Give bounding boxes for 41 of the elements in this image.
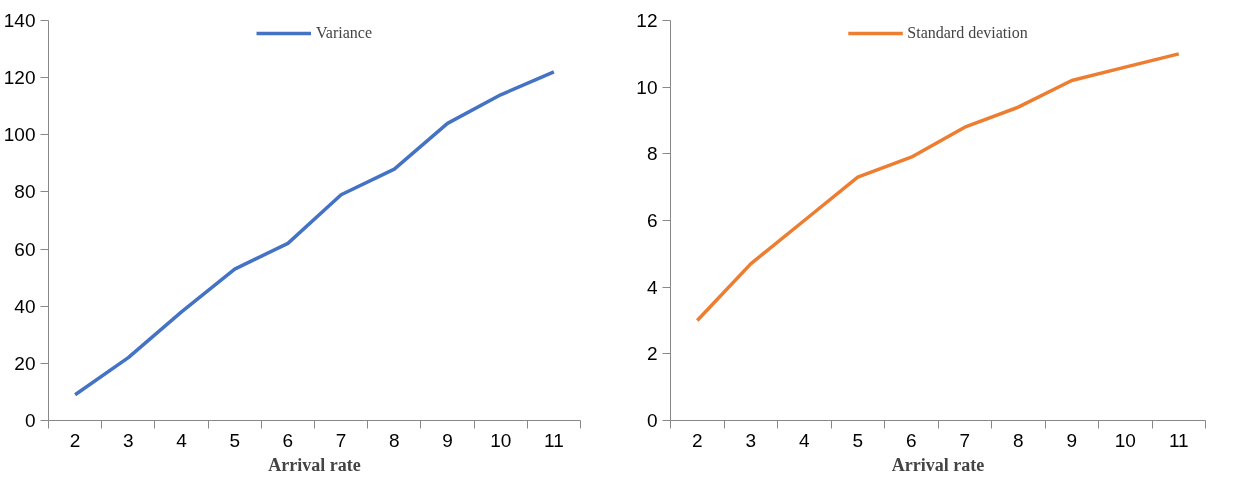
x-tick-label: 6 xyxy=(905,429,917,451)
y-tick-label: 6 xyxy=(646,210,658,231)
x-tick-label: 5 xyxy=(852,429,864,451)
x-tick-label: 3 xyxy=(745,429,757,451)
x-tick-label: 11 xyxy=(544,429,564,451)
x-tick-label: 2 xyxy=(691,429,703,451)
y-tick-label: 12 xyxy=(636,10,658,31)
y-tick-label: 10 xyxy=(636,76,658,98)
y-tick-label: 2 xyxy=(646,343,658,365)
x-tick-label: 4 xyxy=(798,429,810,451)
x-tick-label: 7 xyxy=(335,429,347,451)
line-series xyxy=(73,70,556,397)
x-axis-title: Arrival rate xyxy=(268,454,361,475)
x-tick-label: 2 xyxy=(69,429,81,451)
y-tick-label: 0 xyxy=(646,410,658,431)
y-tick-label: 40 xyxy=(14,295,36,317)
x-axis-title: Arrival rate xyxy=(891,454,985,475)
x-tick-label: 5 xyxy=(229,429,240,451)
x-tick-label: 9 xyxy=(442,429,453,451)
y-tick-label: 100 xyxy=(3,124,36,146)
x-tick-label: 9 xyxy=(1066,429,1078,451)
legend-label: Variance xyxy=(316,24,372,42)
y-tick-label: 4 xyxy=(646,276,658,298)
y-tick-label: 60 xyxy=(14,238,36,260)
legend-label: Standard deviation xyxy=(907,24,1028,42)
x-tick-label: 8 xyxy=(1012,429,1024,451)
x-tick-label: 3 xyxy=(123,429,134,451)
y-tick-label: 120 xyxy=(3,67,36,89)
y-tick-label: 8 xyxy=(646,143,658,165)
x-tick-label: 11 xyxy=(1168,429,1189,451)
x-tick-label: 7 xyxy=(959,429,971,451)
x-tick-label: 6 xyxy=(282,429,294,451)
line-series xyxy=(695,52,1181,323)
x-tick-label: 10 xyxy=(1114,429,1136,451)
y-tick-label: 20 xyxy=(14,352,36,374)
y-tick-label: 0 xyxy=(24,410,36,431)
x-tick-label: 10 xyxy=(490,429,512,451)
x-tick-label: 4 xyxy=(176,429,188,451)
y-tick-label: 140 xyxy=(3,10,36,31)
y-tick-label: 80 xyxy=(14,181,36,203)
x-tick-label: 8 xyxy=(389,429,400,451)
